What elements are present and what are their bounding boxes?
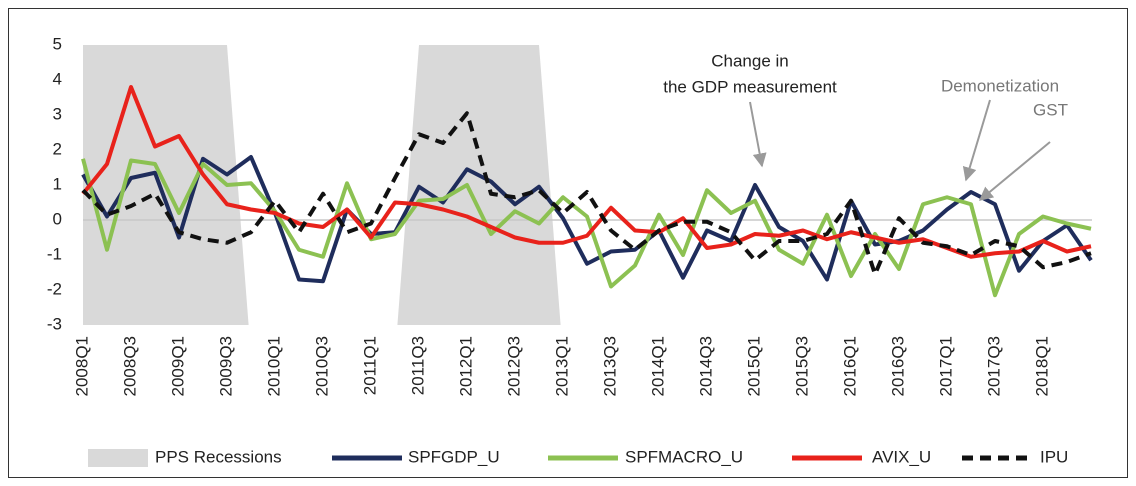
annotation: Change in	[711, 51, 789, 70]
x-tick-label: 2009Q1	[168, 336, 187, 397]
y-tick-label: 0	[53, 209, 62, 228]
x-tick-label: 2013Q1	[552, 336, 571, 397]
annotation-arrow	[749, 101, 767, 168]
x-tick-label: 2008Q3	[120, 336, 139, 397]
annotation-arrow	[978, 141, 1051, 201]
legend-swatch	[88, 449, 148, 467]
series-line	[81, 158, 1092, 298]
legend-label: IPU	[1040, 447, 1068, 466]
x-tick-label: 2017Q1	[936, 336, 955, 397]
annotation: GST	[1033, 100, 1068, 119]
x-tick-label: 2017Q3	[984, 336, 1003, 397]
x-tick-label: 2011Q1	[360, 336, 379, 395]
x-tick-label: 2018Q1	[1032, 336, 1051, 397]
series-line	[81, 85, 1092, 259]
legend-label: AVIX_U	[872, 447, 931, 466]
y-tick-label: 1	[53, 174, 62, 193]
annotation: the GDP measurement	[663, 77, 837, 96]
y-tick-label: 5	[53, 34, 62, 53]
frame	[8, 8, 1128, 478]
x-tick-label: 2011Q3	[408, 336, 427, 395]
y-tick-label: 3	[53, 104, 62, 123]
x-tick-label: 2009Q3	[216, 336, 235, 397]
x-tick-label: 2013Q3	[600, 336, 619, 397]
legend-label: SPFMACRO_U	[625, 447, 743, 466]
x-tick-label: 2010Q3	[312, 336, 331, 397]
x-tick-label: 2015Q1	[744, 336, 763, 397]
x-tick-label: 2010Q1	[264, 336, 283, 397]
series-line	[81, 111, 1092, 277]
y-tick-label: 2	[53, 139, 62, 158]
x-tick-label: 2014Q3	[696, 336, 715, 397]
x-tick-label: 2012Q3	[504, 336, 523, 397]
legend-label: SPFGDP_U	[408, 447, 500, 466]
x-tick-label: 2008Q1	[72, 336, 91, 397]
y-tick-label: -3	[47, 314, 62, 333]
recession-shade	[397, 45, 561, 325]
y-tick-label: -2	[47, 279, 62, 298]
x-tick-label: 2015Q3	[792, 336, 811, 397]
legend-label: PPS Recessions	[155, 447, 282, 466]
annotation: Demonetization	[941, 76, 1059, 95]
annotation-arrow	[962, 99, 991, 182]
x-tick-label: 2016Q1	[840, 336, 859, 397]
x-tick-label: 2012Q1	[456, 336, 475, 397]
y-tick-label: 4	[53, 69, 62, 88]
x-tick-label: 2014Q1	[648, 336, 667, 397]
series-line	[81, 155, 1093, 284]
x-tick-label: 2016Q3	[888, 336, 907, 397]
y-tick-label: -1	[47, 244, 62, 263]
